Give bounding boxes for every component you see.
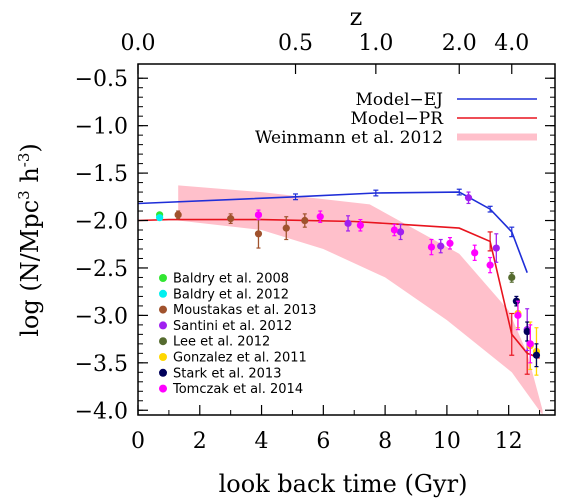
legend-marker <box>159 321 167 330</box>
data-point-series-1 <box>156 214 164 222</box>
data-point-series-2 <box>301 216 309 225</box>
data-point-series-6 <box>532 351 541 359</box>
model-pr-line <box>137 218 540 359</box>
data-point-series-3 <box>492 244 500 252</box>
y-tick-label: −3.5 <box>75 352 128 377</box>
data-point-series-7 <box>514 311 522 319</box>
top-tick-label: 4.0 <box>494 31 529 56</box>
data-point-series-3 <box>464 194 473 202</box>
legend-obs-label: Tomczak et al. 2014 <box>172 382 303 397</box>
data-point-series-7 <box>486 261 494 269</box>
y-tick-label: −2.0 <box>75 210 128 235</box>
x-axis-title: look back time (Gyr) <box>219 470 468 498</box>
legend-obs-label: Moustakas et al. 2013 <box>173 303 317 318</box>
data-point-series-3 <box>344 219 352 227</box>
axes-layer: 0 2 4 6 8 10 12 −0.5 −1.0 −1.5 −2.0 −2.5 −3.0 −3.5 −4.… <box>75 31 556 454</box>
y-tick-label: −0.5 <box>75 67 128 92</box>
legend-marker <box>159 274 167 282</box>
legend-marker <box>159 368 167 377</box>
legend-marker <box>159 384 167 393</box>
legend-model-label: Model−PR <box>350 109 444 129</box>
x-tick-label: 12 <box>495 429 523 454</box>
data-point-series-7 <box>254 211 263 219</box>
legend-obs-label: Santini et al. 2012 <box>173 319 292 334</box>
y-tick-label: −1.0 <box>75 115 128 140</box>
data-point-series-3 <box>396 228 405 236</box>
data-point-series-7 <box>471 249 479 257</box>
y-axis-title: log (N/Mpc3 h-3) <box>15 143 44 337</box>
x-tick-label: 4 <box>255 429 269 454</box>
y-tick-label: −3.0 <box>75 304 128 329</box>
legend-marker <box>159 305 167 314</box>
model-lines-layer <box>137 188 540 375</box>
legend-obs-label: Stark et al. 2013 <box>173 366 281 381</box>
legend-marker <box>159 337 167 346</box>
x-tick-label: 0 <box>131 429 145 454</box>
data-point-series-2 <box>282 224 290 232</box>
top-tick-label: 0.5 <box>278 31 313 56</box>
top-tick-label: 0.0 <box>121 31 156 56</box>
x-tick-label: 8 <box>378 429 392 454</box>
data-point-series-7 <box>526 340 534 348</box>
data-point-series-2 <box>254 230 263 238</box>
data-point-series-2 <box>227 215 235 223</box>
data-point-series-3 <box>437 242 445 250</box>
data-point-series-7 <box>446 239 454 247</box>
data-point-series-7 <box>316 213 324 221</box>
x-tick-label: 6 <box>316 429 330 454</box>
legend-obs-label: Baldry et al. 2012 <box>173 287 289 302</box>
y-tick-label: −2.5 <box>75 257 128 282</box>
data-point-series-4 <box>508 273 516 282</box>
observations-layer <box>156 191 541 376</box>
legend-obs-label: Gonzalez et al. 2011 <box>173 351 307 366</box>
data-point-series-7 <box>356 221 364 229</box>
legend-marker <box>159 289 167 298</box>
x-tick-label: 10 <box>433 429 461 454</box>
top-tick-label: 1.0 <box>358 31 393 56</box>
y-tick-label: −4.0 <box>75 399 128 424</box>
legend-marker <box>159 353 167 361</box>
data-point-series-6 <box>523 327 531 336</box>
x-tick-label: 2 <box>193 429 207 454</box>
legend-obs-label: Baldry et al. 2008 <box>173 272 289 287</box>
legend-obs-label: Lee et al. 2012 <box>173 335 270 350</box>
y-tick-label: −1.5 <box>75 162 128 187</box>
legend-model-label: Weinmann et al. 2012 <box>255 128 443 148</box>
data-point-series-7 <box>390 226 398 234</box>
data-point-series-2 <box>174 211 182 219</box>
top-axis-title: z <box>350 3 363 31</box>
data-point-series-7 <box>427 243 436 251</box>
legend-model-label: Model−EJ <box>356 90 444 110</box>
top-tick-label: 2.0 <box>442 31 477 56</box>
